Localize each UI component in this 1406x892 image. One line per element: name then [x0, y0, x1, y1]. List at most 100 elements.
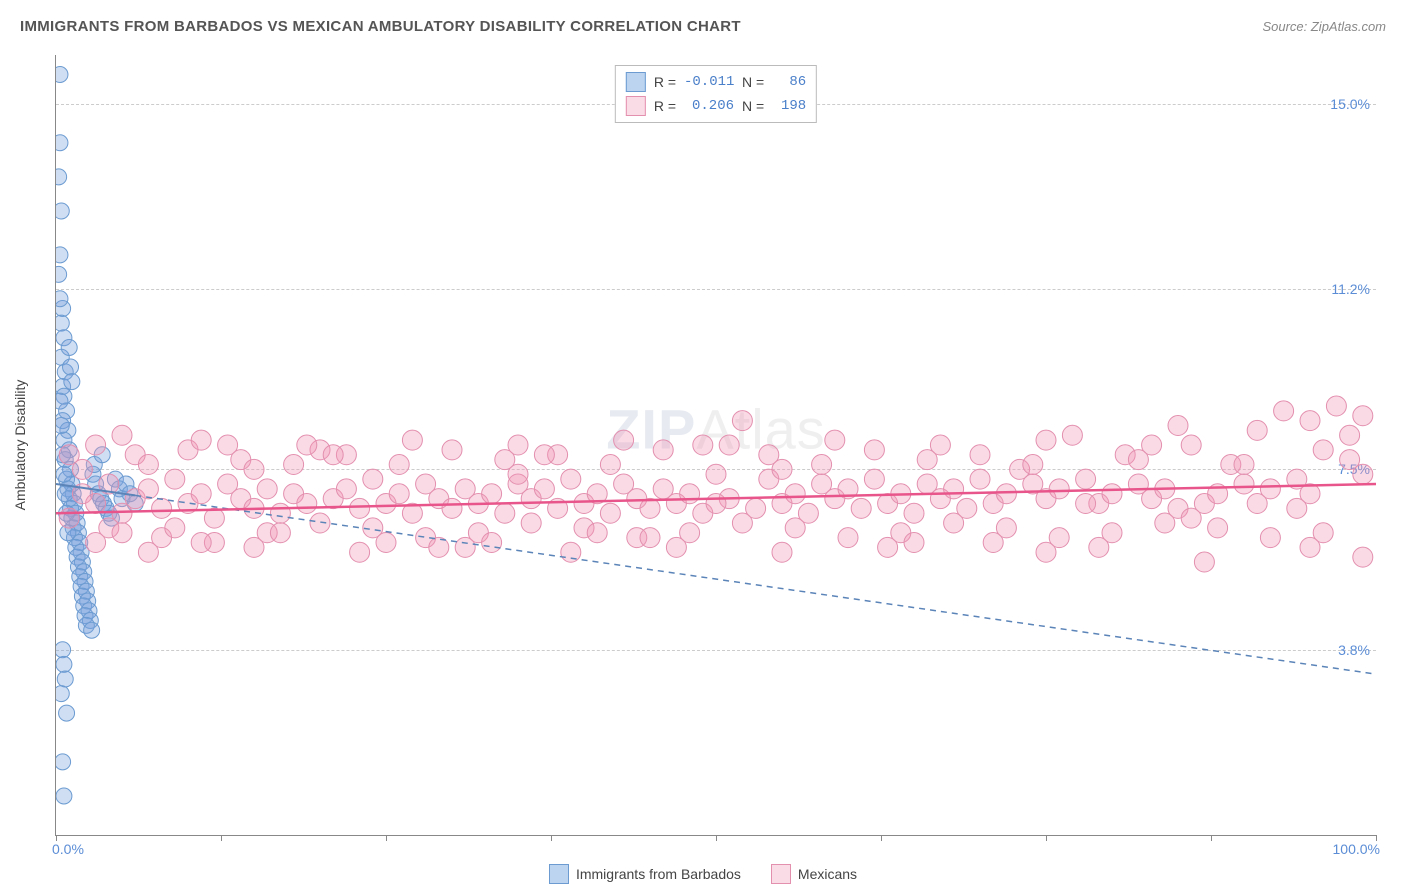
- data-point: [785, 518, 805, 538]
- data-point: [561, 542, 581, 562]
- series-0-name: Immigrants from Barbados: [576, 866, 741, 882]
- data-point: [772, 542, 792, 562]
- data-point: [996, 484, 1016, 504]
- data-point: [152, 498, 172, 518]
- x-tick: [386, 835, 387, 841]
- data-point: [138, 479, 158, 499]
- data-point: [521, 513, 541, 533]
- data-point: [61, 340, 77, 356]
- data-point: [56, 67, 68, 83]
- swatch-series-0-bottom: [549, 864, 569, 884]
- data-point: [1300, 411, 1320, 431]
- data-point: [56, 642, 71, 658]
- data-point: [59, 508, 79, 528]
- data-point: [56, 656, 72, 672]
- source-attribution: Source: ZipAtlas.com: [1262, 19, 1386, 34]
- data-point: [838, 528, 858, 548]
- data-point: [56, 754, 71, 770]
- x-tick-label-min: 0.0%: [52, 841, 84, 857]
- data-point: [57, 486, 73, 502]
- r-label: R =: [654, 98, 676, 114]
- data-point: [508, 464, 528, 484]
- data-point: [1036, 542, 1056, 562]
- data-point: [310, 513, 330, 533]
- data-point: [84, 622, 100, 638]
- data-point: [1300, 537, 1320, 557]
- data-point: [323, 445, 343, 465]
- data-point: [693, 435, 713, 455]
- data-point: [1340, 450, 1360, 470]
- data-point: [1260, 528, 1280, 548]
- data-point: [336, 479, 356, 499]
- data-point: [442, 498, 462, 518]
- data-point: [138, 455, 158, 475]
- data-point: [1234, 455, 1254, 475]
- data-point: [56, 169, 67, 185]
- data-point: [640, 528, 660, 548]
- data-point: [970, 469, 990, 489]
- r-value-1: 0.206: [684, 98, 734, 114]
- data-point: [614, 430, 634, 450]
- data-point: [442, 440, 462, 460]
- data-point: [297, 435, 317, 455]
- y-axis-label: Ambulatory Disability: [12, 380, 28, 511]
- data-point: [165, 518, 185, 538]
- data-point: [57, 671, 73, 687]
- data-point: [1247, 420, 1267, 440]
- data-point: [1023, 455, 1043, 475]
- data-point: [970, 445, 990, 465]
- chart-header: IMMIGRANTS FROM BARBADOS VS MEXICAN AMBU…: [20, 18, 1386, 35]
- data-point: [944, 479, 964, 499]
- data-point: [1181, 508, 1201, 528]
- x-tick: [1046, 835, 1047, 841]
- data-point: [56, 686, 69, 702]
- data-point: [706, 494, 726, 514]
- data-point: [56, 418, 69, 434]
- data-point: [653, 440, 673, 460]
- legend-row-series-1: R = 0.206 N = 198: [626, 94, 806, 118]
- data-point: [1234, 474, 1254, 494]
- data-point: [732, 513, 752, 533]
- data-point: [600, 503, 620, 523]
- bottom-legend-item-1: Mexicans: [771, 864, 857, 884]
- data-point: [270, 503, 290, 523]
- bottom-legend-item-0: Immigrants from Barbados: [549, 864, 741, 884]
- data-point: [1181, 435, 1201, 455]
- data-point: [1353, 406, 1373, 426]
- n-label: N =: [742, 74, 764, 90]
- x-tick-label-max: 100.0%: [1333, 841, 1380, 857]
- data-point: [944, 513, 964, 533]
- data-point: [508, 435, 528, 455]
- data-point: [191, 484, 211, 504]
- data-point: [666, 537, 686, 557]
- data-point: [1168, 416, 1188, 436]
- data-point: [1208, 518, 1228, 538]
- data-point: [1340, 425, 1360, 445]
- data-point: [56, 135, 68, 151]
- data-point: [56, 315, 69, 331]
- data-point: [680, 484, 700, 504]
- swatch-series-1: [626, 96, 646, 116]
- data-point: [600, 455, 620, 475]
- data-point: [534, 479, 554, 499]
- n-label: N =: [742, 98, 764, 114]
- n-value-0: 86: [772, 74, 806, 90]
- data-point: [112, 425, 132, 445]
- data-point: [56, 247, 68, 263]
- data-point: [1326, 396, 1346, 416]
- data-point: [983, 533, 1003, 553]
- data-point: [904, 533, 924, 553]
- data-point: [482, 533, 502, 553]
- data-point: [165, 469, 185, 489]
- data-point: [1062, 425, 1082, 445]
- swatch-series-1-bottom: [771, 864, 791, 884]
- data-point: [350, 498, 370, 518]
- data-point: [244, 459, 264, 479]
- data-point: [59, 705, 75, 721]
- x-tick: [551, 835, 552, 841]
- data-point: [1194, 552, 1214, 572]
- data-point: [56, 291, 68, 307]
- data-point: [864, 469, 884, 489]
- data-point: [389, 484, 409, 504]
- data-point: [587, 523, 607, 543]
